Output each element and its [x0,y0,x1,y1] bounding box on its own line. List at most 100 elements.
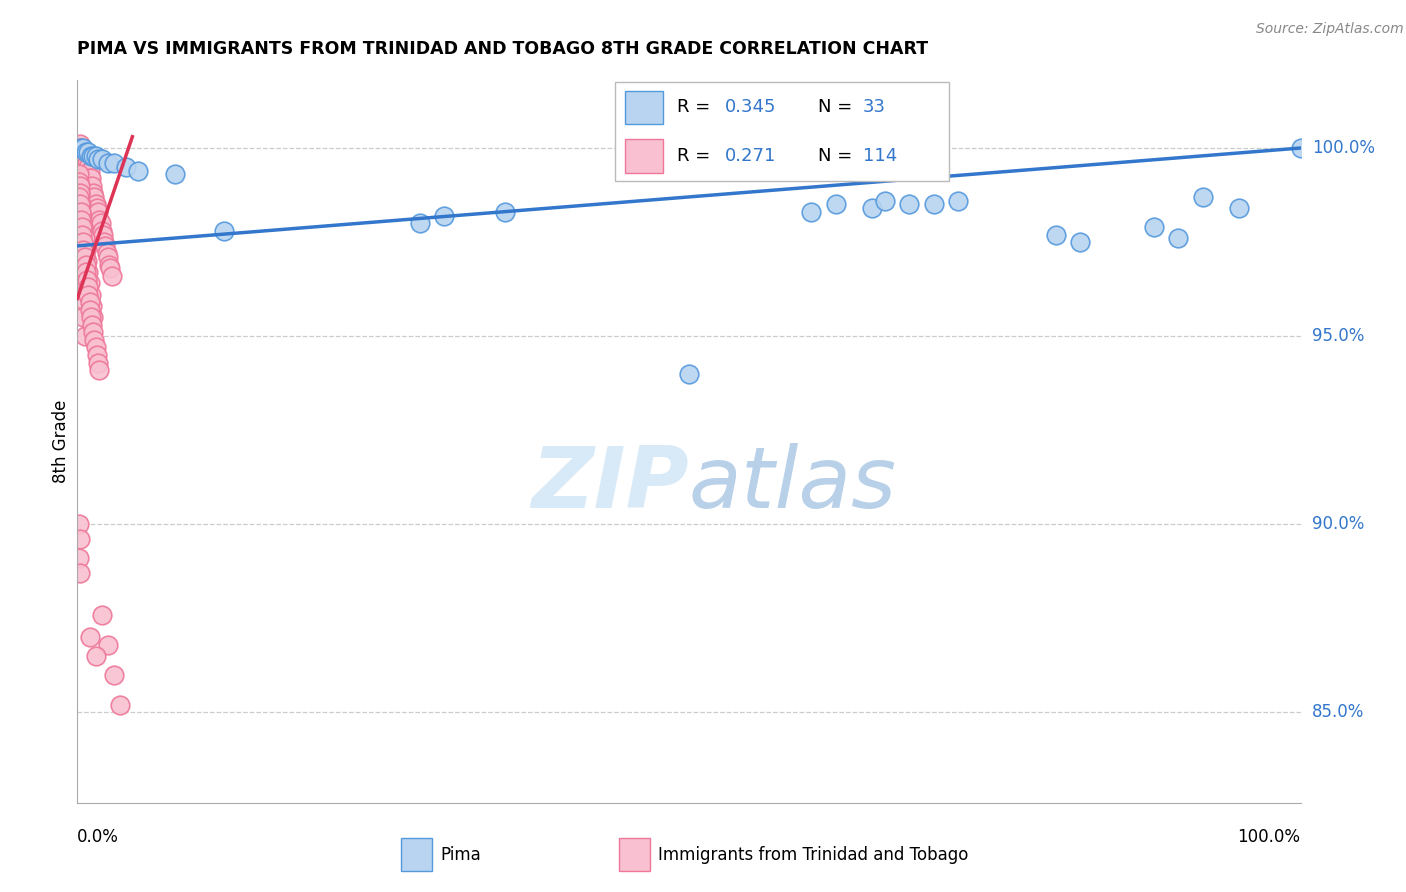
Text: 114: 114 [863,146,897,165]
Point [69,141,91,155]
Point [1045,227,1067,242]
Point [67,175,90,189]
Point [72,160,94,174]
Bar [626,91,664,124]
Point [69,137,91,152]
Point [72,243,94,257]
Point [67,190,90,204]
Point [90,153,112,167]
Point [70,205,93,219]
Point [69,178,91,193]
Point [97,156,120,170]
Point [70,227,93,242]
Point [70,212,93,227]
Point [70,273,93,287]
Point [73,329,96,343]
Text: 85.0%: 85.0% [1312,704,1364,722]
Point [83,333,105,347]
Point [72,310,94,325]
Point [79,178,101,193]
Point [946,194,969,208]
Point [103,156,125,170]
Point [67,551,90,566]
Point [76,156,98,170]
Point [75,160,97,174]
Point [90,607,112,622]
Point [70,160,93,174]
Point [70,141,93,155]
Point [75,167,97,181]
Point [76,254,98,268]
Point [77,160,100,174]
Point [69,145,91,159]
Point [87,355,110,369]
Point [73,148,96,162]
Text: 100.0%: 100.0% [1237,828,1301,846]
Point [70,153,93,167]
Text: Source: ZipAtlas.com: Source: ZipAtlas.com [1256,22,1403,37]
Point [67,216,90,230]
Text: R =: R = [678,98,710,117]
Point [96,246,118,260]
Point [69,186,91,201]
Point [86,201,108,215]
Point [70,163,93,178]
Point [70,145,93,159]
Point [103,668,125,682]
Point [86,348,108,362]
Point [77,167,100,181]
Point [1167,231,1189,245]
Text: Immigrants from Trinidad and Tobago: Immigrants from Trinidad and Tobago [658,846,969,863]
Point [87,153,110,167]
Point [77,280,100,294]
Point [67,141,90,155]
Point [70,148,93,162]
Point [80,171,103,186]
Point [70,220,93,235]
Point [73,156,96,170]
Text: ZIP: ZIP [531,443,689,526]
Point [1069,235,1091,249]
Point [75,153,97,167]
Point [84,341,107,355]
Point [80,178,103,193]
Point [80,299,103,313]
Point [70,292,93,306]
Point [678,367,700,381]
Point [89,363,111,377]
Text: PIMA VS IMMIGRANTS FROM TRINIDAD AND TOBAGO 8TH GRADE CORRELATION CHART: PIMA VS IMMIGRANTS FROM TRINIDAD AND TOB… [77,40,928,58]
Point [70,167,93,181]
Point [80,287,103,301]
Text: Pima: Pima [440,846,481,863]
Point [83,190,105,204]
Point [89,212,111,227]
Point [84,148,107,162]
Text: 95.0%: 95.0% [1312,327,1364,345]
Point [1229,201,1251,215]
Point [127,163,149,178]
Point [79,295,101,310]
Point [873,194,896,208]
Text: 100.0%: 100.0% [1312,139,1375,157]
Point [800,205,823,219]
Point [69,197,91,211]
Point [97,638,120,652]
Point [495,205,517,219]
Point [80,318,103,332]
Point [433,209,456,223]
Point [69,167,91,181]
Point [87,205,110,219]
Point [70,145,93,159]
Point [84,648,107,663]
Point [165,167,187,181]
Point [75,243,97,257]
Point [67,153,90,167]
Point [824,197,846,211]
Point [72,220,94,235]
Point [69,533,91,547]
Point [67,160,90,174]
Point [108,698,131,712]
Point [93,235,115,249]
Text: N =: N = [818,146,852,165]
Point [922,197,945,211]
